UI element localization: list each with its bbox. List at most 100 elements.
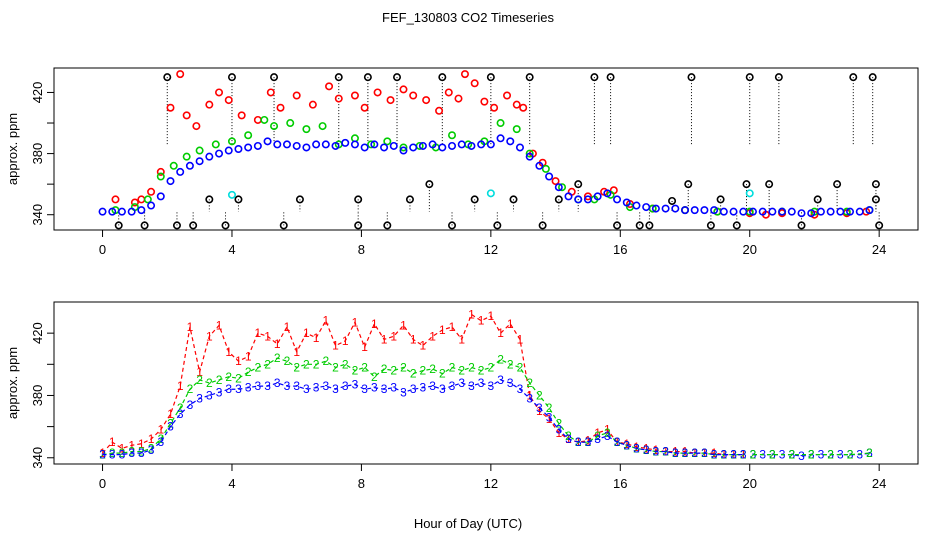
series-marker-2: 2 bbox=[565, 429, 572, 443]
point-black bbox=[234, 195, 243, 204]
top-ylabel: approx. ppm bbox=[5, 113, 20, 185]
point-blue bbox=[719, 207, 728, 216]
point-red bbox=[583, 192, 592, 201]
series-marker-2: 2 bbox=[623, 438, 630, 452]
y-tick-label: 420 bbox=[30, 322, 45, 344]
series-marker-2: 2 bbox=[400, 360, 407, 374]
point-red bbox=[325, 82, 334, 91]
series-marker-3: 3 bbox=[449, 379, 456, 393]
x-tick-label: 16 bbox=[613, 476, 627, 491]
point-blue bbox=[826, 207, 835, 216]
point-black bbox=[354, 221, 363, 230]
point-blue bbox=[535, 161, 544, 170]
point-blue bbox=[147, 201, 156, 210]
point-black bbox=[163, 73, 172, 82]
point-blue bbox=[515, 143, 524, 152]
point-red bbox=[551, 177, 560, 186]
point-black bbox=[716, 195, 725, 204]
series-marker-3: 3 bbox=[458, 376, 465, 390]
x-tick-label: 24 bbox=[872, 242, 886, 257]
point-red bbox=[519, 103, 528, 112]
x-tick-label: 24 bbox=[872, 476, 886, 491]
series-marker-2: 2 bbox=[138, 445, 145, 459]
point-black bbox=[295, 195, 304, 204]
point-red bbox=[460, 70, 469, 79]
point-cyan bbox=[745, 189, 754, 198]
point-blue bbox=[554, 183, 563, 192]
series-marker-2: 2 bbox=[643, 443, 650, 457]
series-marker-3: 3 bbox=[119, 448, 126, 462]
point-red bbox=[130, 198, 139, 207]
point-black bbox=[227, 73, 236, 82]
series-marker-3: 3 bbox=[623, 438, 630, 452]
series-marker-2: 2 bbox=[235, 371, 242, 385]
series-marker-1: 1 bbox=[526, 388, 533, 402]
point-red bbox=[435, 106, 444, 115]
point-green bbox=[143, 195, 152, 204]
point-blue bbox=[312, 140, 321, 149]
series-marker-3: 3 bbox=[662, 445, 669, 459]
series-marker-3: 3 bbox=[167, 420, 174, 434]
series-marker-3: 3 bbox=[157, 435, 164, 449]
series-marker-3: 3 bbox=[255, 379, 262, 393]
series-marker-1: 1 bbox=[555, 426, 562, 440]
point-red bbox=[399, 85, 408, 94]
point-black bbox=[525, 73, 534, 82]
series-marker-1: 1 bbox=[643, 441, 650, 455]
x-tick-label: 0 bbox=[99, 242, 106, 257]
point-red bbox=[111, 195, 120, 204]
series-marker-1: 1 bbox=[109, 435, 116, 449]
point-black bbox=[687, 73, 696, 82]
point-blue bbox=[137, 206, 146, 215]
series-marker-1: 1 bbox=[274, 337, 281, 351]
series-marker-1: 1 bbox=[99, 446, 106, 460]
series-marker-2: 2 bbox=[274, 351, 281, 365]
series-marker-3: 3 bbox=[371, 381, 378, 395]
series-marker-1: 1 bbox=[225, 345, 232, 359]
series-marker-3: 3 bbox=[138, 446, 145, 460]
point-blue bbox=[389, 141, 398, 150]
point-blue bbox=[496, 134, 505, 143]
series-marker-1: 1 bbox=[371, 317, 378, 331]
point-blue bbox=[593, 192, 602, 201]
series-marker-3: 3 bbox=[216, 385, 223, 399]
series-marker-2: 2 bbox=[740, 448, 747, 462]
point-blue bbox=[603, 189, 612, 198]
series-marker-3b: 3 bbox=[798, 449, 805, 463]
x-tick-label: 4 bbox=[228, 476, 235, 491]
series-marker-3: 3 bbox=[555, 423, 562, 437]
point-blue bbox=[671, 204, 680, 213]
series-marker-2: 2 bbox=[458, 364, 465, 378]
series-marker-2: 2 bbox=[313, 357, 320, 371]
series-marker-2: 2 bbox=[157, 432, 164, 446]
series-marker-3: 3 bbox=[352, 378, 359, 392]
series-marker-2: 2 bbox=[720, 448, 727, 462]
point-black bbox=[425, 180, 434, 189]
point-green bbox=[244, 131, 253, 140]
point-green bbox=[227, 137, 236, 146]
series-marker-2: 2 bbox=[128, 445, 135, 459]
point-blue bbox=[292, 141, 301, 150]
point-blue bbox=[651, 204, 660, 213]
series-marker-3: 3 bbox=[264, 379, 271, 393]
point-blue bbox=[380, 143, 389, 152]
series-marker-1: 1 bbox=[488, 309, 495, 323]
point-red bbox=[454, 94, 463, 103]
point-blue bbox=[195, 157, 204, 166]
series-marker-3: 3 bbox=[225, 382, 232, 396]
point-blue bbox=[613, 195, 622, 204]
point-blue bbox=[642, 203, 651, 212]
point-red bbox=[156, 167, 165, 176]
series-marker-1: 1 bbox=[420, 339, 427, 353]
point-blue bbox=[748, 207, 757, 216]
series-marker-3: 3 bbox=[148, 443, 155, 457]
point-green bbox=[383, 137, 392, 146]
series-marker-2: 2 bbox=[206, 376, 213, 390]
series-marker-2: 2 bbox=[536, 388, 543, 402]
series-marker-2b: 2 bbox=[788, 448, 795, 462]
point-blue bbox=[302, 143, 311, 152]
point-blue bbox=[418, 141, 427, 150]
point-black bbox=[334, 73, 343, 82]
point-blue bbox=[778, 207, 787, 216]
